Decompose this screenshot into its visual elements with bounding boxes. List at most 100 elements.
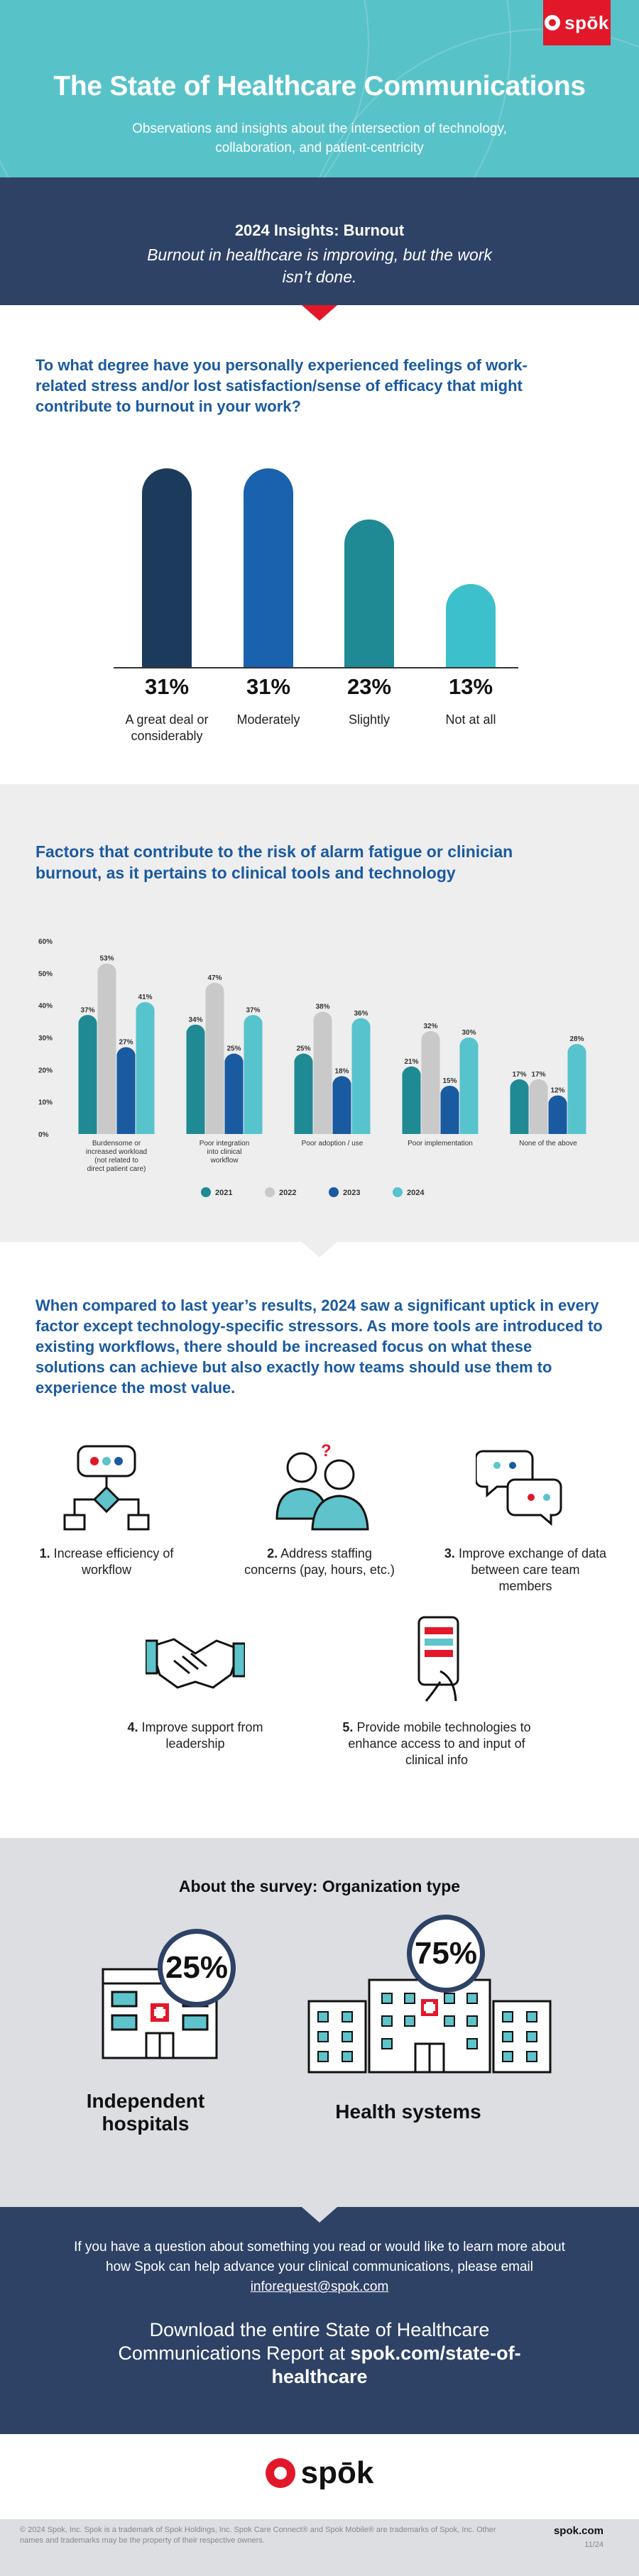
- legal-text: © 2024 Spok, Inc. Spok is a trademark of…: [20, 2526, 496, 2545]
- factors-bar-chart: 0% 10% 20% 30% 40% 50% 60% 37% 53% 27% 41% Burdenso…: [38, 938, 586, 1197]
- download-label: Download the entire State of Healthcare …: [118, 2319, 490, 2364]
- legend-swatch: [201, 1187, 211, 1197]
- bar-cap: [440, 1086, 459, 1103]
- y-tick-label: 40%: [38, 1003, 53, 1011]
- insight-band: 2024 Insights: Burnout Burnout in health…: [0, 177, 639, 305]
- y-tick-label: 50%: [38, 970, 53, 978]
- chat-icon: [476, 1450, 562, 1526]
- bar-cap: [224, 1053, 244, 1071]
- priority-num: 3.: [444, 1546, 455, 1561]
- burnout-question: To what degree have you personally exper…: [36, 356, 528, 415]
- bar-value-label: 25%: [296, 1045, 310, 1053]
- x-category-label: Poor integration: [200, 1140, 250, 1147]
- priority-text: Provide mobile technologies to enhance a…: [348, 1720, 531, 1767]
- site-link[interactable]: spok.com: [553, 2525, 604, 2537]
- bar-value-label: 38%: [315, 1003, 329, 1011]
- bar-value-label: 37%: [246, 1006, 260, 1014]
- bar-value-label: 53%: [99, 955, 114, 963]
- priority-num: 1.: [39, 1546, 50, 1561]
- uptick-paragraph: When compared to last year’s results, 20…: [36, 1297, 603, 1397]
- y-tick-label: 10%: [38, 1099, 53, 1107]
- bar-category-label: A great deal or considerably: [125, 712, 209, 743]
- independent-percent: 25%: [158, 1929, 236, 2007]
- x-category-label: None of the above: [519, 1140, 577, 1147]
- priority-text: Address staffing concerns (pay, hours, e…: [244, 1546, 395, 1577]
- x-category-label: into clinical: [207, 1148, 242, 1156]
- bar-value-label: 15%: [442, 1077, 457, 1085]
- legend-label: 2024: [407, 1189, 425, 1197]
- publication-date: 11/24: [584, 2541, 604, 2549]
- priority-num: 2.: [267, 1546, 278, 1561]
- insight-statement: Burnout in healthcare is improving, but …: [147, 246, 492, 286]
- bar-value-label: 12%: [550, 1087, 564, 1095]
- bar-2021: [186, 1031, 205, 1134]
- priority-item-2: 2. Address staffing concerns (pay, hours…: [241, 1546, 398, 1578]
- bar-2024: [351, 1025, 371, 1134]
- download-url-link[interactable]: spok.com/state-of-healthcare: [271, 2343, 521, 2387]
- bar-value-label: 25%: [226, 1045, 241, 1053]
- bar-cap: [244, 1015, 263, 1033]
- y-tick-label: 30%: [38, 1035, 53, 1042]
- bar-3: [344, 519, 394, 667]
- priority-text: Increase efficiency of workflow: [53, 1546, 174, 1577]
- bar-value-label: 18%: [334, 1067, 349, 1075]
- spok-logo-icon: [545, 15, 561, 31]
- x-category-label: (not related to: [94, 1157, 138, 1165]
- bar-category-label: Not at all: [445, 712, 496, 727]
- mobile-icon: [417, 1616, 459, 1702]
- bar-1: [142, 468, 192, 667]
- bar-cap: [313, 1011, 332, 1029]
- footer-band: If you have a question about something y…: [0, 2207, 639, 2434]
- bar-cap: [78, 1015, 97, 1033]
- health-systems-label: Health systems: [335, 2101, 481, 2123]
- bar-cap: [402, 1066, 421, 1084]
- x-category-label: direct patient care): [87, 1165, 146, 1173]
- factors-title: Factors that contribute to the risk of a…: [36, 842, 513, 882]
- priority-item-4: 4. Improve support from leadership: [114, 1719, 277, 1752]
- page-title: The State of Healthcare Communications: [53, 71, 586, 101]
- bar-value-label: 17%: [512, 1071, 526, 1079]
- page-subtitle: Observations and insights about the inte…: [132, 121, 507, 155]
- survey-section: About the survey: Organization type 25% …: [0, 1838, 639, 2207]
- bar-cap: [421, 1030, 440, 1048]
- health-systems-icon: [307, 1978, 552, 2074]
- spok-logo[interactable]: spōk: [543, 0, 611, 45]
- bar-value-label: 32%: [423, 1023, 437, 1030]
- legend-swatch: [393, 1187, 403, 1197]
- bar-cap: [97, 963, 116, 981]
- priority-text: Improve support from leadership: [141, 1720, 263, 1751]
- staff-icon: ?: [275, 1441, 369, 1531]
- bar-value-label: 17%: [531, 1071, 545, 1079]
- legend-label: 2022: [279, 1189, 296, 1197]
- priority-num: 4.: [127, 1720, 138, 1734]
- bar-value-label: 47%: [207, 974, 222, 982]
- bar-cap: [510, 1079, 529, 1096]
- red-notch: [302, 305, 337, 321]
- bar-category-label: Moderately: [236, 712, 300, 727]
- legal-bar: [0, 2519, 639, 2576]
- x-category-label: increased workload: [86, 1148, 147, 1156]
- download-text: Download the entire State of Healthcare …: [92, 2318, 547, 2389]
- factors-section: Factors that contribute to the risk of a…: [0, 784, 639, 1242]
- priority-text: Improve exchange of data between care te…: [458, 1546, 607, 1593]
- section-notch: [302, 1242, 337, 1257]
- bar-cap: [567, 1044, 586, 1062]
- bar-cap: [205, 982, 224, 1000]
- priority-item-1: 1. Increase efficiency of workflow: [28, 1546, 185, 1578]
- health-systems-percent: 75%: [407, 1915, 485, 1993]
- footer-brand-text: spōk: [300, 2455, 374, 2490]
- bar-4: [446, 583, 496, 667]
- bar-cap: [116, 1047, 136, 1064]
- hero-header: spōk The State of Healthcare Communicati…: [0, 0, 639, 177]
- bar-cap: [548, 1095, 567, 1113]
- y-tick-label: 60%: [38, 938, 53, 946]
- spok-logo-text: spōk: [564, 11, 609, 33]
- bar-value-label: 36%: [354, 1010, 368, 1018]
- footer-logo[interactable]: spōk: [0, 2455, 639, 2491]
- legend-label: 2021: [215, 1189, 232, 1197]
- svg-text:?: ?: [321, 1441, 332, 1460]
- contact-email-link[interactable]: inforequest@spok.com: [250, 2279, 389, 2294]
- contact-text: If you have a question about something y…: [64, 2238, 575, 2297]
- chart-baseline: [114, 667, 518, 668]
